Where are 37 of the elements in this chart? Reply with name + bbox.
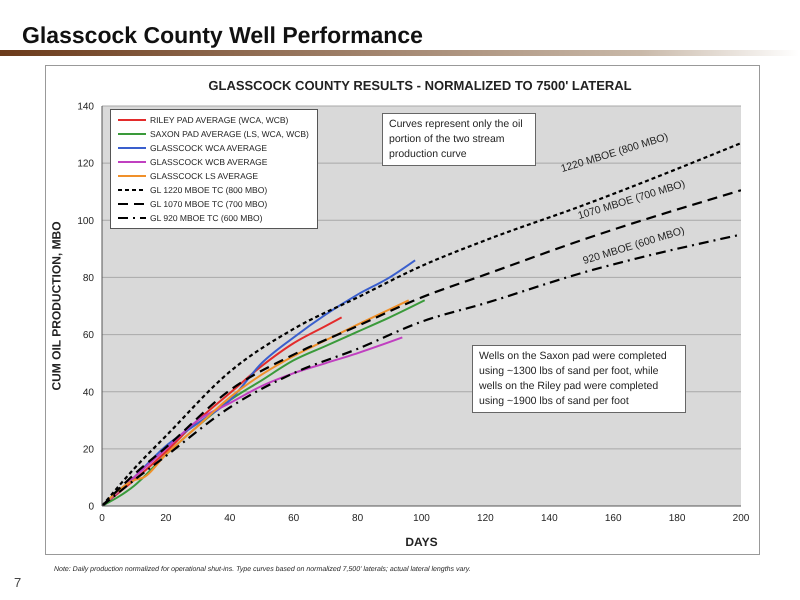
x-axis-title: DAYS bbox=[405, 535, 438, 549]
legend-label: GLASSCOCK WCA AVERAGE bbox=[150, 142, 267, 155]
x-tick-label: 180 bbox=[668, 513, 686, 524]
x-tick-label: 120 bbox=[477, 513, 494, 524]
x-tick-label: 160 bbox=[604, 513, 622, 524]
y-tick-label: 20 bbox=[82, 444, 94, 456]
chart-subtitle: GLASSCOCK COUNTY RESULTS - NORMALIZED TO 7500' LATERAL bbox=[207, 78, 633, 93]
legend-label: GLASSCOCK WCB AVERAGE bbox=[150, 156, 268, 169]
annotation: Wells on the Saxon pad were completed using ~1300 lbs of sand per foot, while wells on the Riley pad were completed using ~1900 lbs of sand per foot bbox=[472, 345, 686, 413]
y-tick-label: 80 bbox=[82, 272, 94, 284]
y-tick-label: 60 bbox=[82, 330, 94, 342]
y-tick-label: 0 bbox=[88, 502, 94, 513]
legend-label: SAXON PAD AVERAGE (LS, WCA, WCB) bbox=[150, 128, 309, 141]
y-axis-title: CUM OIL PRODUCTION, MBO bbox=[49, 221, 64, 391]
y-tick-label: 100 bbox=[77, 216, 94, 227]
annotation: 1070 MBOE (700 MBO) bbox=[576, 178, 687, 222]
legend-label: GL 1070 MBOE TC (700 MBO) bbox=[150, 198, 268, 211]
annotation: Curves represent only the oil portion of the two stream production curve bbox=[382, 113, 536, 166]
x-tick-label: 20 bbox=[160, 513, 172, 524]
x-tick-label: 100 bbox=[413, 513, 430, 524]
y-tick-label: 140 bbox=[77, 102, 94, 113]
x-tick-label: 40 bbox=[224, 513, 236, 524]
legend-label: GL 920 MBOE TC (600 MBO) bbox=[150, 212, 262, 225]
chart-title: Glasscock County Well Performance bbox=[22, 22, 423, 49]
x-tick-label: 60 bbox=[288, 513, 300, 524]
legend-label: GL 1220 MBOE TC (800 MBO) bbox=[150, 184, 268, 197]
x-tick-label: 80 bbox=[352, 513, 364, 524]
x-tick-label: 140 bbox=[540, 513, 558, 524]
x-tick-label: 0 bbox=[99, 513, 106, 524]
annotation: 1220 MBOE (800 MBO) bbox=[559, 130, 670, 175]
y-tick-label: 40 bbox=[82, 387, 94, 398]
annotation: 920 MBOE (600 MBO) bbox=[581, 224, 686, 267]
legend-label: GLASSCOCK LS AVERAGE bbox=[150, 170, 258, 183]
y-tick-label: 120 bbox=[77, 158, 94, 170]
x-tick-label: 200 bbox=[732, 513, 750, 524]
legend-label: RILEY PAD AVERAGE (WCA, WCB) bbox=[150, 114, 288, 127]
text: 7 bbox=[14, 575, 22, 590]
